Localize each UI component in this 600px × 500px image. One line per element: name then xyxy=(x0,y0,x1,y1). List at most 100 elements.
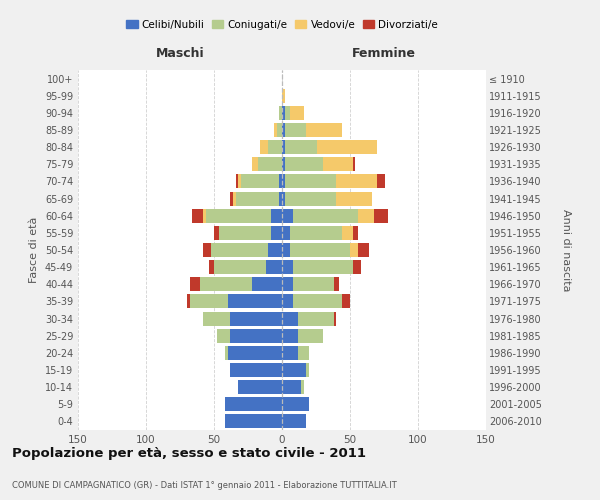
Bar xyxy=(285,106,290,120)
Bar xyxy=(334,278,339,291)
Bar xyxy=(353,226,358,240)
Bar xyxy=(220,226,271,240)
Bar xyxy=(190,278,200,291)
Bar xyxy=(203,208,206,222)
Bar xyxy=(282,346,298,360)
Bar xyxy=(282,106,285,120)
Bar xyxy=(290,226,342,240)
Bar xyxy=(236,174,238,188)
Bar xyxy=(307,123,342,137)
Bar xyxy=(342,294,350,308)
Y-axis label: Fasce di età: Fasce di età xyxy=(29,217,39,283)
Bar xyxy=(282,363,307,377)
Bar xyxy=(268,243,282,257)
Bar xyxy=(203,312,230,326)
Bar xyxy=(298,312,334,326)
Bar xyxy=(290,243,350,257)
Bar xyxy=(337,192,372,205)
Bar xyxy=(298,328,323,342)
Bar xyxy=(285,192,337,205)
Bar xyxy=(211,243,268,257)
Bar xyxy=(282,88,285,102)
Bar xyxy=(358,243,369,257)
Bar xyxy=(230,192,233,205)
Bar xyxy=(192,208,203,222)
Bar xyxy=(358,208,374,222)
Bar xyxy=(233,192,236,205)
Bar xyxy=(200,278,252,291)
Bar xyxy=(225,414,282,428)
Bar xyxy=(241,174,279,188)
Bar xyxy=(268,140,282,154)
Bar xyxy=(342,226,353,240)
Bar xyxy=(282,226,290,240)
Bar xyxy=(266,260,282,274)
Bar xyxy=(293,260,353,274)
Bar xyxy=(217,328,230,342)
Text: Femmine: Femmine xyxy=(352,46,416,60)
Bar xyxy=(225,398,282,411)
Bar xyxy=(307,363,309,377)
Bar xyxy=(293,278,334,291)
Bar xyxy=(285,174,337,188)
Bar xyxy=(282,174,285,188)
Bar xyxy=(317,140,377,154)
Bar xyxy=(214,226,220,240)
Y-axis label: Anni di nascita: Anni di nascita xyxy=(561,209,571,291)
Bar xyxy=(377,174,385,188)
Bar xyxy=(293,294,342,308)
Bar xyxy=(236,192,279,205)
Bar xyxy=(285,140,317,154)
Bar xyxy=(238,174,241,188)
Bar xyxy=(293,208,358,222)
Bar xyxy=(334,312,337,326)
Bar xyxy=(282,208,293,222)
Bar xyxy=(214,260,266,274)
Bar xyxy=(282,278,293,291)
Bar xyxy=(206,208,271,222)
Bar xyxy=(290,106,304,120)
Bar xyxy=(282,294,293,308)
Bar xyxy=(279,192,282,205)
Bar xyxy=(271,208,282,222)
Bar xyxy=(282,312,298,326)
Bar xyxy=(230,312,282,326)
Bar xyxy=(353,158,355,172)
Bar xyxy=(282,398,309,411)
Bar xyxy=(301,380,304,394)
Bar xyxy=(279,174,282,188)
Bar xyxy=(277,123,282,137)
Bar xyxy=(257,158,282,172)
Bar xyxy=(285,158,323,172)
Bar xyxy=(282,158,285,172)
Text: Popolazione per età, sesso e stato civile - 2011: Popolazione per età, sesso e stato civil… xyxy=(12,448,366,460)
Bar xyxy=(238,380,282,394)
Bar xyxy=(282,192,285,205)
Bar xyxy=(282,260,293,274)
Bar xyxy=(230,328,282,342)
Bar xyxy=(209,260,214,274)
Bar xyxy=(187,294,190,308)
Bar xyxy=(337,174,377,188)
Bar xyxy=(274,123,277,137)
Bar xyxy=(282,243,290,257)
Text: COMUNE DI CAMPAGNATICO (GR) - Dati ISTAT 1° gennaio 2011 - Elaborazione TUTTITAL: COMUNE DI CAMPAGNATICO (GR) - Dati ISTAT… xyxy=(12,480,397,490)
Bar xyxy=(282,380,301,394)
Bar xyxy=(282,140,285,154)
Bar xyxy=(225,346,227,360)
Bar xyxy=(260,140,268,154)
Bar xyxy=(285,123,307,137)
Bar xyxy=(374,208,388,222)
Bar xyxy=(271,226,282,240)
Bar xyxy=(227,294,282,308)
Text: Maschi: Maschi xyxy=(155,46,205,60)
Bar xyxy=(279,106,282,120)
Legend: Celibi/Nubili, Coniugati/e, Vedovi/e, Divorziati/e: Celibi/Nubili, Coniugati/e, Vedovi/e, Di… xyxy=(124,18,440,32)
Bar xyxy=(323,158,353,172)
Bar xyxy=(203,243,211,257)
Bar xyxy=(298,346,309,360)
Bar xyxy=(353,260,361,274)
Bar xyxy=(227,346,282,360)
Bar xyxy=(190,294,227,308)
Bar xyxy=(252,278,282,291)
